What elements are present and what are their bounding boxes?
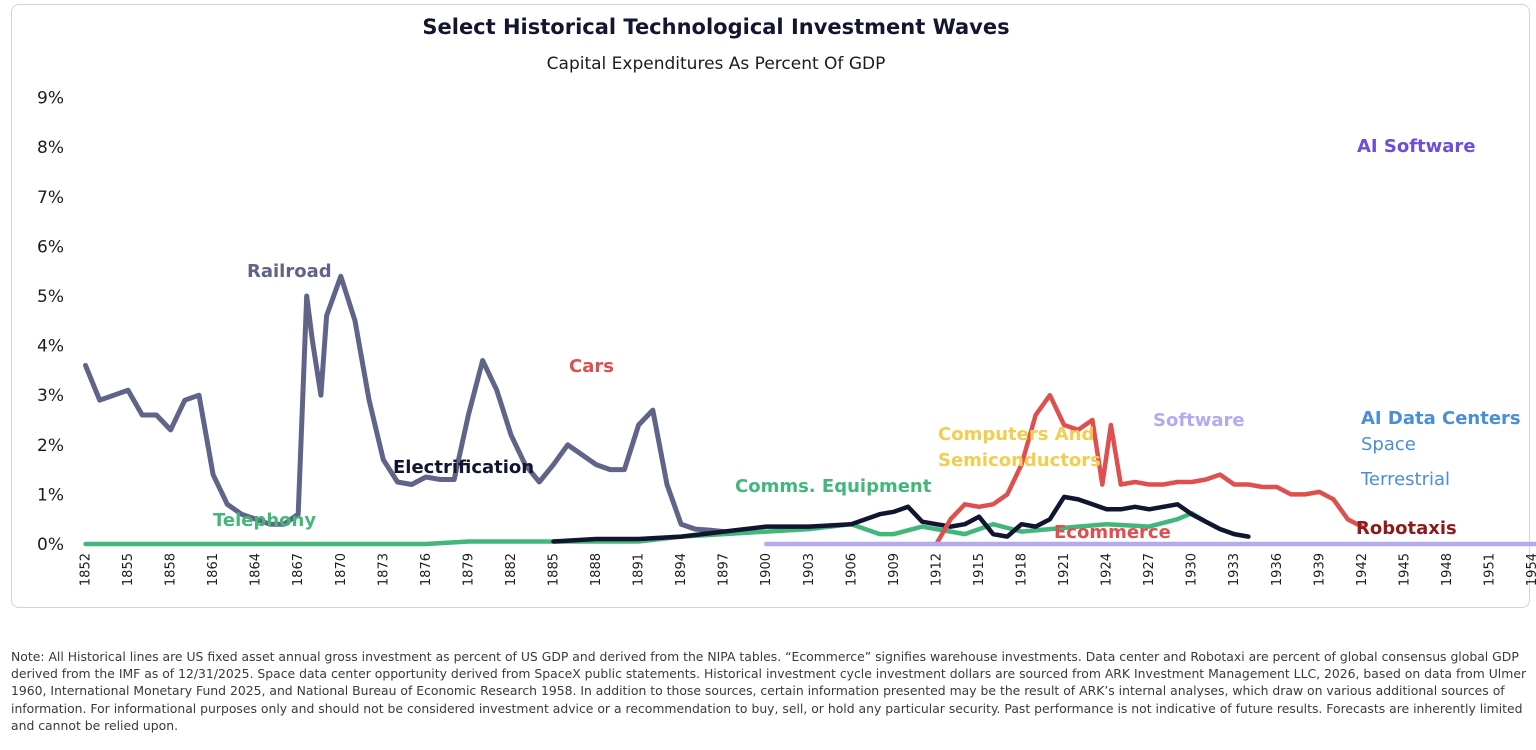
x-axis: 1852 1855 1858 1861 1864 1867 1870 1873 1876 1879… — [79, 553, 1536, 586]
computers-semis-label: Computers And Semiconductors — [938, 424, 1101, 471]
x-tick-label: 1948 — [1440, 553, 1455, 586]
y-tick-label: 5% — [37, 287, 64, 307]
x-tick-label: 1858 — [164, 553, 179, 586]
ai-data-centers-label: AI Data Centers — [1361, 408, 1521, 429]
series-line-electrification — [551, 494, 1251, 544]
x-tick-label: 1930 — [1185, 553, 1200, 586]
chart-title: Select Historical Technological Investme… — [422, 15, 1010, 39]
x-tick-label: 1906 — [844, 553, 859, 586]
x-tick-label: 1855 — [121, 553, 136, 586]
space-label: Space — [1361, 434, 1416, 455]
x-tick-label: 1873 — [376, 553, 391, 586]
x-tick-label: 1885 — [547, 553, 562, 586]
software-label: Software — [1153, 410, 1245, 431]
y-tick-label: 6% — [37, 237, 64, 257]
y-tick-label: 2% — [37, 436, 64, 456]
x-tick-label: 1861 — [206, 553, 221, 586]
x-tick-label: 1897 — [717, 553, 732, 586]
x-tick-label: 1939 — [1312, 553, 1327, 586]
robotaxis-label: Robotaxis — [1356, 518, 1457, 539]
y-tick-label: 3% — [37, 386, 64, 406]
series-labels: Railroad Telephony Electrification Cars … — [213, 136, 1521, 543]
electrification-label: Electrification — [393, 457, 534, 478]
y-tick-label: 4% — [37, 337, 64, 357]
x-tick-label: 1867 — [291, 553, 306, 586]
y-axis: 0% 1% 2% 3% 4% 5% 6% 7% 8% 9% — [37, 89, 64, 555]
x-tick-label: 1936 — [1270, 553, 1285, 586]
railroad-label: Railroad — [247, 261, 332, 282]
x-tick-label: 1945 — [1397, 553, 1412, 586]
terrestrial-label: Terrestrial — [1360, 469, 1450, 490]
y-tick-label: 1% — [37, 485, 64, 505]
line-chart: 0% 1% 2% 3% 4% 5% 6% 7% 8% 9% 1852 1855 1858 1861 186… — [37, 89, 1536, 586]
ecommerce-label: Ecommerce — [1054, 522, 1171, 543]
x-tick-label: 1876 — [419, 553, 434, 586]
y-tick-label: 9% — [37, 89, 64, 109]
ai-software-label: AI Software — [1357, 136, 1476, 157]
series-line-cars — [934, 392, 1365, 547]
series-line-telephony — [83, 510, 1237, 547]
x-tick-label: 1915 — [972, 553, 987, 586]
x-tick-label: 1933 — [1227, 553, 1242, 586]
x-tick-label: 1852 — [79, 553, 94, 586]
x-tick-label: 1918 — [1015, 553, 1030, 586]
telephony-label: Telephony — [213, 510, 316, 531]
x-tick-label: 1870 — [334, 553, 349, 586]
series-lines — [83, 273, 1536, 547]
chart-card — [11, 4, 1530, 608]
x-tick-label: 1951 — [1483, 553, 1498, 586]
x-tick-label: 1900 — [759, 553, 774, 586]
comms-equipment-label: Comms. Equipment — [735, 476, 932, 497]
x-tick-label: 1888 — [589, 553, 604, 586]
x-tick-label: 1891 — [632, 553, 647, 586]
x-tick-label: 1882 — [504, 553, 519, 586]
cars-label: Cars — [569, 356, 614, 377]
y-tick-label: 8% — [37, 138, 64, 158]
y-tick-label: 0% — [37, 535, 64, 555]
y-tick-label: 7% — [37, 188, 64, 208]
x-tick-label: 1954 — [1525, 553, 1536, 586]
x-tick-label: 1921 — [1057, 553, 1072, 586]
chart-subtitle: Capital Expenditures As Percent Of GDP — [546, 54, 886, 74]
x-tick-label: 1927 — [1142, 553, 1157, 586]
x-tick-label: 1909 — [887, 553, 902, 586]
x-tick-label: 1912 — [929, 553, 944, 586]
series-line-railroad — [83, 273, 727, 535]
x-tick-label: 1924 — [1100, 553, 1115, 586]
x-tick-label: 1864 — [249, 553, 264, 586]
x-tick-label: 1894 — [674, 553, 689, 586]
computers-semis-label-line2: Semiconductors — [938, 450, 1101, 471]
computers-semis-label-line1: Computers And — [938, 424, 1094, 445]
x-tick-label: 1879 — [461, 553, 476, 586]
x-tick-label: 1942 — [1355, 553, 1370, 586]
x-tick-label: 1903 — [802, 553, 817, 586]
footnote: Note: All Historical lines are US fixed … — [11, 649, 1527, 733]
